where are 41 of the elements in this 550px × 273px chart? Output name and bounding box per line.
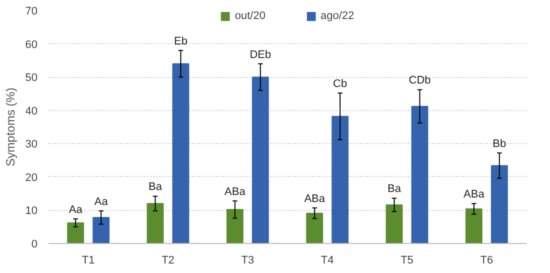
x-tick-label: T3 [241, 254, 254, 266]
legend-label: ago/22 [320, 10, 354, 22]
y-tick-label: 50 [25, 72, 38, 84]
bar [386, 204, 403, 244]
y-tick-label: 10 [25, 205, 38, 218]
annotation: DEb [250, 48, 272, 61]
bar [306, 212, 324, 244]
y-tick-label: 40 [25, 105, 38, 118]
x-tick-label: T4 [320, 254, 334, 266]
y-tick-label: 20 [25, 172, 38, 184]
bar [226, 209, 244, 244]
y-axis-title: Symptoms (%) [3, 88, 18, 166]
bar [252, 76, 269, 244]
annotation: Eb [174, 35, 188, 48]
y-tick-label: 30 [25, 138, 38, 151]
y-tick-label: 70 [25, 6, 38, 18]
bar [146, 203, 164, 244]
bar [67, 222, 84, 244]
bar [332, 116, 349, 244]
bar [92, 217, 110, 244]
annotation: CDb [408, 74, 431, 87]
annotation: Ba [148, 181, 163, 194]
annotation: ABa [224, 186, 246, 198]
x-tick-label: T5 [400, 254, 414, 266]
annotation: ABa [464, 188, 486, 201]
annotation: Ba [388, 183, 402, 196]
bar [411, 106, 428, 244]
annotation: Cb [333, 78, 348, 90]
bar [465, 208, 482, 244]
annotation: Bb [492, 138, 506, 150]
y-tick-label: 0 [31, 238, 38, 250]
x-tick-label: T6 [480, 254, 494, 266]
y-tick-label: 60 [25, 38, 38, 51]
annotation: ABa [304, 192, 326, 205]
x-tick-label: T1 [82, 254, 95, 266]
legend-label: out/20 [234, 10, 266, 22]
x-tick-label: T2 [162, 254, 174, 266]
annotation: Aa [68, 204, 84, 216]
annotation: Aa [94, 196, 109, 208]
bar [490, 165, 508, 244]
bar [172, 63, 190, 244]
